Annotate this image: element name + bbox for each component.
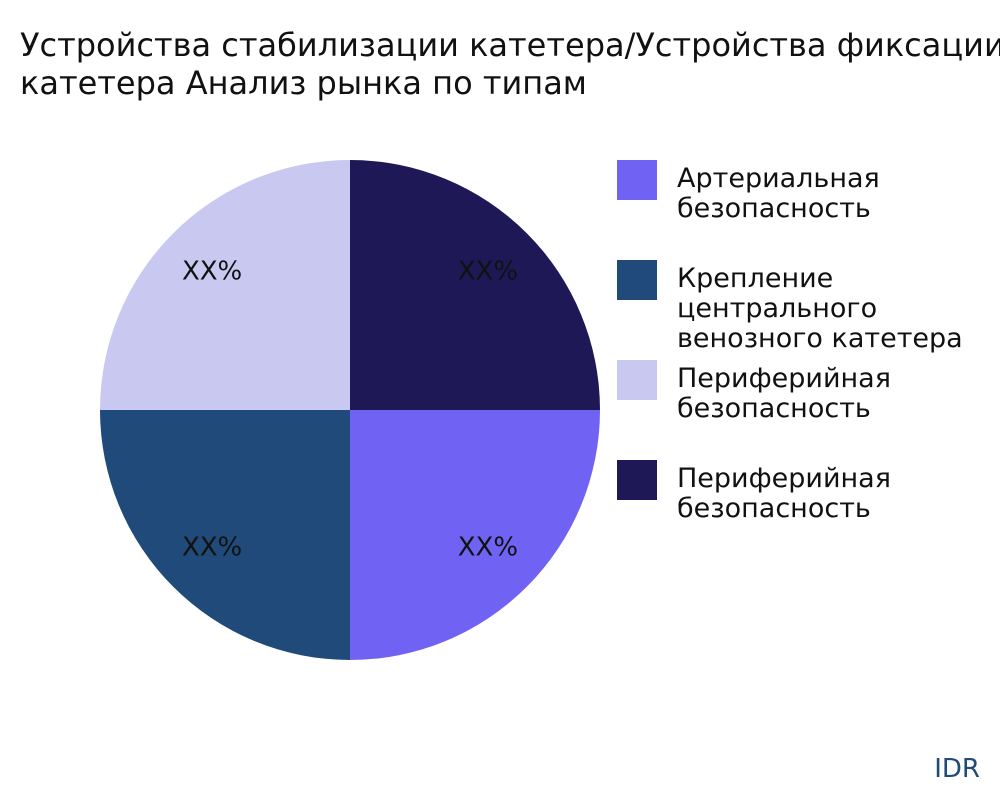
data-label: XX% (182, 532, 242, 562)
legend-swatch (617, 360, 657, 400)
data-label: XX% (458, 532, 518, 562)
legend-swatch (617, 160, 657, 200)
legend-label: Артериальная безопасность (677, 163, 880, 224)
pie-slice (100, 160, 350, 410)
legend-label: Периферийная безопасность (677, 363, 891, 424)
pie-slice (350, 410, 600, 660)
pie-slice (100, 410, 350, 660)
legend-label: Крепление центрального венозного катетер… (677, 263, 963, 354)
legend-swatch (617, 260, 657, 300)
chart-title: Устройства стабилизации катетера/Устройс… (20, 26, 1000, 102)
watermark: IDR (934, 754, 980, 784)
legend-swatch (617, 460, 657, 500)
data-label: XX% (182, 257, 242, 287)
pie-slice (350, 160, 600, 410)
data-label: XX% (458, 257, 518, 287)
legend-label: Периферийная безопасность (677, 463, 891, 524)
